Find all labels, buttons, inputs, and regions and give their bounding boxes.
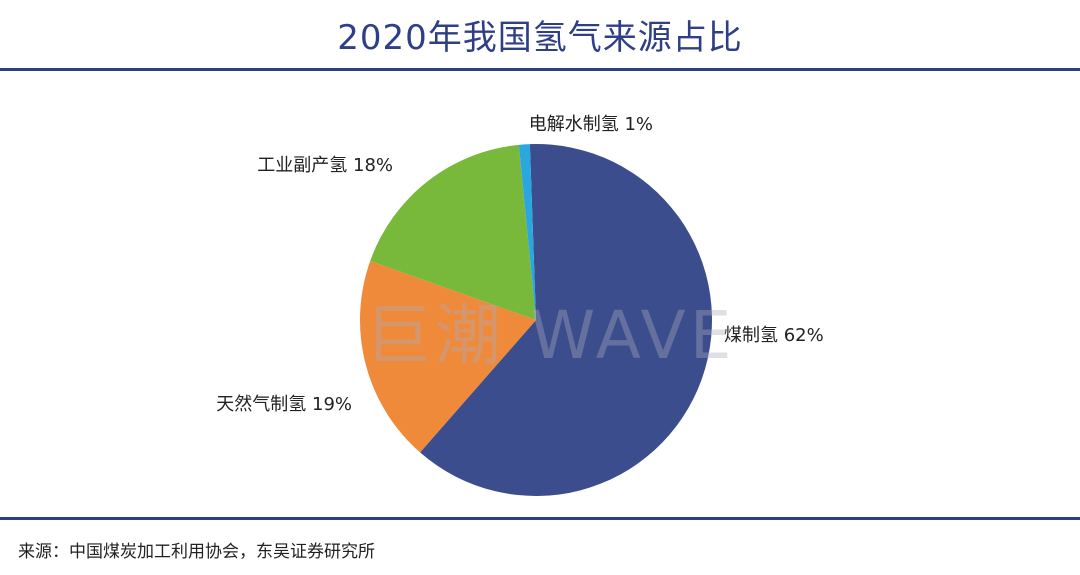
pie-slice-1 xyxy=(420,144,712,497)
pie-slice-2 xyxy=(360,260,536,453)
pie-slices xyxy=(360,144,712,497)
pie-slice-3 xyxy=(370,144,536,320)
pie-slice-4 xyxy=(518,144,536,320)
slice-label-1: 煤制氢 62% xyxy=(724,325,824,346)
source-divider xyxy=(0,517,1080,520)
pie-labels: 煤制氢 62% 天然气制氢 19% 工业副产氢 18% 电解水制氢 1% xyxy=(216,114,823,415)
slice-label-2: 天然气制氢 19% xyxy=(216,394,352,415)
watermark: 巨潮 WAVE xyxy=(365,297,736,374)
title-divider xyxy=(0,68,1080,71)
slice-label-4: 电解水制氢 1% xyxy=(529,114,653,135)
slice-label-3: 工业副产氢 18% xyxy=(257,155,393,176)
source-note: 来源：中国煤炭加工利用协会，东吴证券研究所 xyxy=(18,542,375,562)
chart-title: 2020年我国氢气来源占比 xyxy=(337,18,743,58)
